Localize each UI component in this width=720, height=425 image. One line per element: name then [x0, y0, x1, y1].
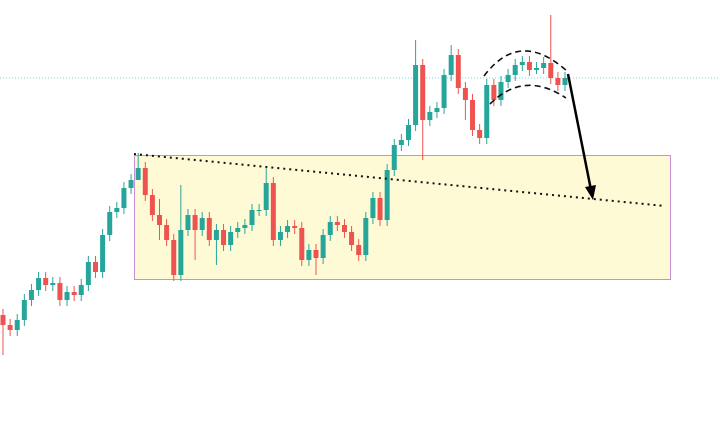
arc-bottom — [489, 84, 567, 105]
candle-body — [107, 212, 113, 235]
candle-body — [263, 183, 269, 210]
candle-body — [206, 218, 212, 240]
candle-body — [462, 88, 468, 100]
candle-body — [299, 228, 305, 260]
candle-body — [142, 168, 148, 195]
arc-top — [483, 50, 569, 77]
candle-body — [78, 285, 84, 295]
candle-body — [171, 240, 177, 275]
candle-body — [448, 55, 454, 75]
candle-body — [185, 215, 191, 230]
arrow-head — [585, 185, 596, 200]
candle-body — [64, 292, 70, 300]
candle-body — [320, 235, 326, 258]
arrow-line — [566, 73, 593, 191]
candle-body — [157, 215, 163, 225]
candle-body — [270, 183, 276, 240]
candle-body — [519, 62, 525, 65]
candle-body — [14, 320, 20, 330]
candle-body — [221, 230, 227, 245]
candle-body — [164, 225, 170, 240]
candle-body — [477, 130, 483, 138]
candle-body — [526, 62, 532, 70]
candle-body — [285, 226, 291, 232]
candle-body — [92, 262, 98, 272]
candle-body — [277, 232, 283, 240]
range-box — [134, 155, 671, 280]
candle-body — [100, 235, 106, 272]
candle-body — [455, 55, 461, 88]
candle-body — [534, 68, 540, 70]
candle-body — [85, 262, 91, 285]
candle-body — [135, 168, 141, 180]
candle-body — [555, 78, 561, 85]
candle-body — [28, 290, 34, 300]
candle-body — [213, 230, 219, 240]
candle-body — [491, 85, 497, 100]
candle-body — [434, 108, 440, 112]
candle-body — [498, 82, 504, 100]
candle-body — [57, 283, 63, 300]
trend-line — [133, 153, 666, 207]
candle-body — [242, 225, 248, 228]
candle-body — [36, 278, 42, 290]
candle-body — [484, 85, 490, 138]
candle-body — [178, 230, 184, 275]
candle-body — [114, 208, 120, 212]
candle-body — [235, 228, 241, 232]
candle-body — [192, 215, 198, 230]
candle-body — [0, 315, 6, 325]
candle-body — [349, 232, 355, 245]
candle-body — [398, 140, 404, 145]
candle-body — [413, 65, 419, 125]
candle-body — [21, 300, 27, 320]
candle-body — [405, 125, 411, 140]
candle-body — [199, 218, 205, 230]
candle-body — [149, 195, 155, 215]
candle-body — [363, 218, 369, 255]
candle-body — [391, 145, 397, 170]
candle-body — [228, 232, 234, 245]
candle-body — [541, 63, 547, 68]
candle-body — [341, 225, 347, 232]
candle-body — [249, 210, 255, 225]
candle-body — [441, 75, 447, 108]
candle-body — [256, 210, 262, 211]
candle-body — [470, 100, 476, 130]
candle-body — [7, 325, 13, 330]
candle-body — [370, 198, 376, 218]
candle-body — [128, 180, 134, 188]
candle-body — [313, 250, 319, 258]
candle-body — [548, 63, 554, 78]
candle-body — [121, 188, 127, 208]
candle-body — [50, 283, 56, 285]
candle-body — [71, 292, 77, 295]
candle-body — [327, 222, 333, 235]
candle-body — [43, 278, 49, 285]
candle-body — [505, 75, 511, 82]
candle-body — [292, 226, 298, 228]
candles — [0, 15, 568, 355]
candle-body — [562, 78, 568, 85]
candle-body — [377, 198, 383, 220]
candle-body — [306, 250, 312, 260]
candle-body — [334, 222, 340, 225]
candle-body — [356, 245, 362, 255]
candle-body — [420, 65, 426, 120]
candle-body — [512, 65, 518, 75]
candle-body — [427, 112, 433, 120]
candle-body — [384, 170, 390, 220]
